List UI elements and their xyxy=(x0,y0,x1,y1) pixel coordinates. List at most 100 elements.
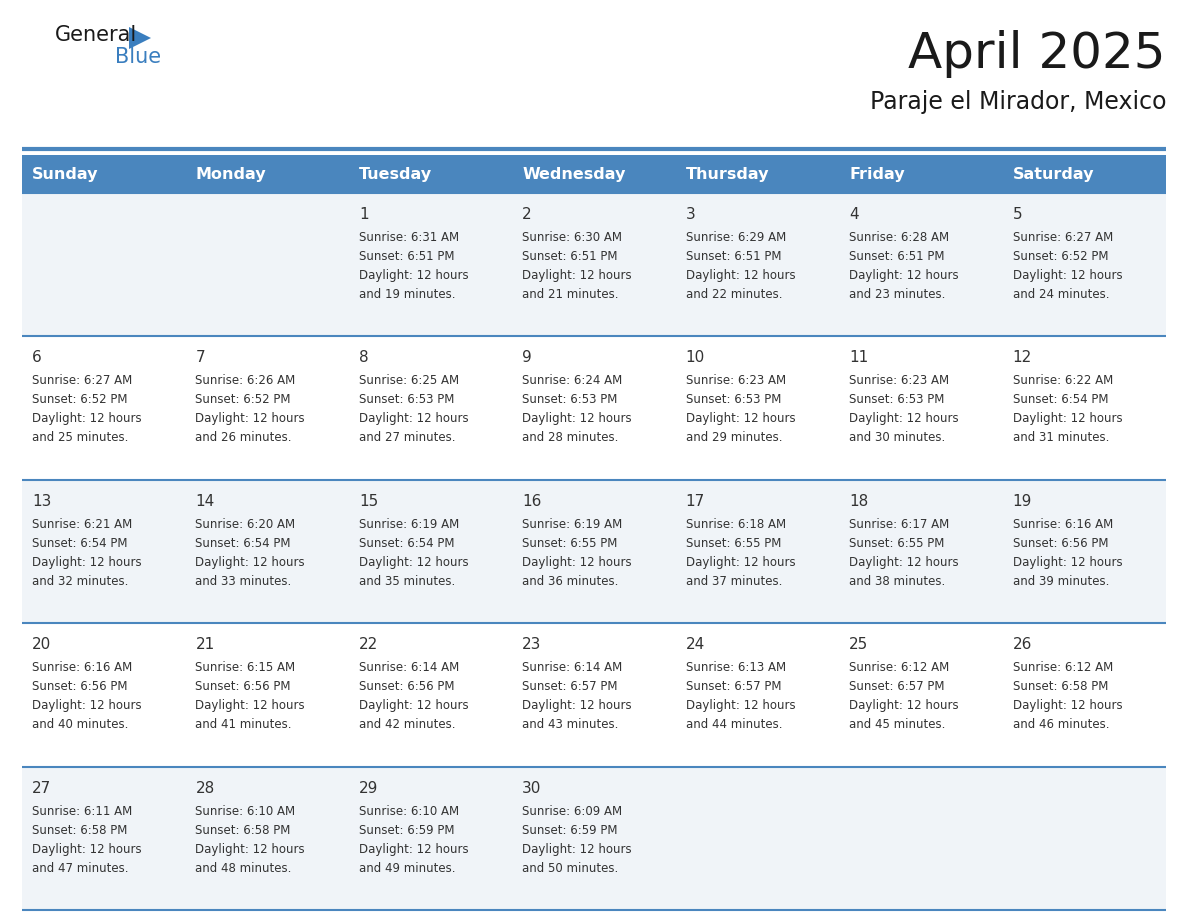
Text: 2: 2 xyxy=(523,207,532,222)
Text: 6: 6 xyxy=(32,351,42,365)
Text: and 33 minutes.: and 33 minutes. xyxy=(196,575,292,588)
Text: and 24 minutes.: and 24 minutes. xyxy=(1012,288,1110,301)
Text: Sunrise: 6:26 AM: Sunrise: 6:26 AM xyxy=(196,375,296,387)
Text: Sunset: 6:51 PM: Sunset: 6:51 PM xyxy=(359,250,454,263)
Text: Sunrise: 6:15 AM: Sunrise: 6:15 AM xyxy=(196,661,296,674)
Text: Sunset: 6:58 PM: Sunset: 6:58 PM xyxy=(1012,680,1108,693)
Text: and 35 minutes.: and 35 minutes. xyxy=(359,575,455,588)
Text: Friday: Friday xyxy=(849,166,905,182)
Text: Sunset: 6:56 PM: Sunset: 6:56 PM xyxy=(359,680,454,693)
Text: Daylight: 12 hours: Daylight: 12 hours xyxy=(359,700,468,712)
Text: 28: 28 xyxy=(196,780,215,796)
Text: Sunset: 6:52 PM: Sunset: 6:52 PM xyxy=(196,394,291,407)
Text: and 38 minutes.: and 38 minutes. xyxy=(849,575,946,588)
Text: Daylight: 12 hours: Daylight: 12 hours xyxy=(849,269,959,282)
Text: Sunset: 6:52 PM: Sunset: 6:52 PM xyxy=(32,394,127,407)
Text: Sunrise: 6:18 AM: Sunrise: 6:18 AM xyxy=(685,518,785,531)
Text: Blue: Blue xyxy=(115,47,162,67)
Bar xyxy=(23,193,1165,336)
Text: and 42 minutes.: and 42 minutes. xyxy=(359,718,455,732)
Text: Sunrise: 6:12 AM: Sunrise: 6:12 AM xyxy=(1012,661,1113,674)
Text: and 26 minutes.: and 26 minutes. xyxy=(196,431,292,444)
Text: Sunset: 6:58 PM: Sunset: 6:58 PM xyxy=(32,823,127,836)
Text: Sunset: 6:53 PM: Sunset: 6:53 PM xyxy=(685,394,781,407)
Text: and 29 minutes.: and 29 minutes. xyxy=(685,431,782,444)
Text: 21: 21 xyxy=(196,637,215,652)
Text: Sunrise: 6:28 AM: Sunrise: 6:28 AM xyxy=(849,231,949,244)
Text: Daylight: 12 hours: Daylight: 12 hours xyxy=(849,412,959,425)
Text: Sunrise: 6:14 AM: Sunrise: 6:14 AM xyxy=(523,661,623,674)
Bar xyxy=(23,480,1165,623)
Text: Sunset: 6:53 PM: Sunset: 6:53 PM xyxy=(523,394,618,407)
Text: Daylight: 12 hours: Daylight: 12 hours xyxy=(1012,269,1123,282)
Text: Sunrise: 6:10 AM: Sunrise: 6:10 AM xyxy=(196,804,296,818)
Text: and 21 minutes.: and 21 minutes. xyxy=(523,288,619,301)
Text: 4: 4 xyxy=(849,207,859,222)
Bar xyxy=(23,336,1165,480)
Text: Daylight: 12 hours: Daylight: 12 hours xyxy=(32,700,141,712)
Text: and 45 minutes.: and 45 minutes. xyxy=(849,718,946,732)
Text: Sunset: 6:51 PM: Sunset: 6:51 PM xyxy=(849,250,944,263)
Text: and 25 minutes.: and 25 minutes. xyxy=(32,431,128,444)
Text: 29: 29 xyxy=(359,780,378,796)
Text: and 23 minutes.: and 23 minutes. xyxy=(849,288,946,301)
Text: and 40 minutes.: and 40 minutes. xyxy=(32,718,128,732)
Text: 16: 16 xyxy=(523,494,542,509)
Text: Sunrise: 6:23 AM: Sunrise: 6:23 AM xyxy=(685,375,785,387)
Text: and 27 minutes.: and 27 minutes. xyxy=(359,431,455,444)
Text: Daylight: 12 hours: Daylight: 12 hours xyxy=(523,412,632,425)
Text: Sunset: 6:59 PM: Sunset: 6:59 PM xyxy=(359,823,454,836)
Text: and 41 minutes.: and 41 minutes. xyxy=(196,718,292,732)
Text: 20: 20 xyxy=(32,637,51,652)
Text: 15: 15 xyxy=(359,494,378,509)
Text: Sunset: 6:55 PM: Sunset: 6:55 PM xyxy=(685,537,781,550)
Text: and 19 minutes.: and 19 minutes. xyxy=(359,288,455,301)
Text: and 43 minutes.: and 43 minutes. xyxy=(523,718,619,732)
Text: Sunset: 6:54 PM: Sunset: 6:54 PM xyxy=(32,537,127,550)
Text: Daylight: 12 hours: Daylight: 12 hours xyxy=(685,555,795,569)
Text: and 49 minutes.: and 49 minutes. xyxy=(359,862,455,875)
Text: Sunrise: 6:14 AM: Sunrise: 6:14 AM xyxy=(359,661,459,674)
Text: Sunrise: 6:19 AM: Sunrise: 6:19 AM xyxy=(359,518,459,531)
Bar xyxy=(23,623,1165,767)
Text: Daylight: 12 hours: Daylight: 12 hours xyxy=(32,412,141,425)
Text: Daylight: 12 hours: Daylight: 12 hours xyxy=(685,700,795,712)
Text: 25: 25 xyxy=(849,637,868,652)
Text: and 22 minutes.: and 22 minutes. xyxy=(685,288,782,301)
Text: Sunrise: 6:21 AM: Sunrise: 6:21 AM xyxy=(32,518,132,531)
Text: 13: 13 xyxy=(32,494,51,509)
Text: Sunset: 6:54 PM: Sunset: 6:54 PM xyxy=(1012,394,1108,407)
Text: Sunrise: 6:12 AM: Sunrise: 6:12 AM xyxy=(849,661,949,674)
Text: and 36 minutes.: and 36 minutes. xyxy=(523,575,619,588)
Text: 1: 1 xyxy=(359,207,368,222)
Text: Daylight: 12 hours: Daylight: 12 hours xyxy=(685,412,795,425)
Text: Daylight: 12 hours: Daylight: 12 hours xyxy=(523,843,632,856)
Text: and 47 minutes.: and 47 minutes. xyxy=(32,862,128,875)
Text: Sunset: 6:57 PM: Sunset: 6:57 PM xyxy=(849,680,944,693)
Text: Monday: Monday xyxy=(196,166,266,182)
Text: Sunrise: 6:20 AM: Sunrise: 6:20 AM xyxy=(196,518,296,531)
Text: Wednesday: Wednesday xyxy=(523,166,626,182)
Text: Sunrise: 6:22 AM: Sunrise: 6:22 AM xyxy=(1012,375,1113,387)
Text: General: General xyxy=(55,25,138,45)
Text: Sunset: 6:56 PM: Sunset: 6:56 PM xyxy=(32,680,127,693)
Text: 24: 24 xyxy=(685,637,704,652)
Text: Sunset: 6:51 PM: Sunset: 6:51 PM xyxy=(523,250,618,263)
Text: April 2025: April 2025 xyxy=(909,30,1165,78)
Text: Daylight: 12 hours: Daylight: 12 hours xyxy=(359,555,468,569)
Text: Sunrise: 6:27 AM: Sunrise: 6:27 AM xyxy=(32,375,132,387)
Text: 26: 26 xyxy=(1012,637,1032,652)
Text: Daylight: 12 hours: Daylight: 12 hours xyxy=(359,269,468,282)
Text: 17: 17 xyxy=(685,494,704,509)
Text: Sunset: 6:52 PM: Sunset: 6:52 PM xyxy=(1012,250,1108,263)
Text: Sunset: 6:57 PM: Sunset: 6:57 PM xyxy=(685,680,782,693)
Text: Sunset: 6:54 PM: Sunset: 6:54 PM xyxy=(196,537,291,550)
Text: Sunset: 6:56 PM: Sunset: 6:56 PM xyxy=(1012,537,1108,550)
Text: Daylight: 12 hours: Daylight: 12 hours xyxy=(523,269,632,282)
Text: Sunrise: 6:19 AM: Sunrise: 6:19 AM xyxy=(523,518,623,531)
Text: Sunset: 6:55 PM: Sunset: 6:55 PM xyxy=(849,537,944,550)
Text: Sunrise: 6:10 AM: Sunrise: 6:10 AM xyxy=(359,804,459,818)
Text: Daylight: 12 hours: Daylight: 12 hours xyxy=(196,843,305,856)
Text: and 44 minutes.: and 44 minutes. xyxy=(685,718,782,732)
Text: Sunset: 6:58 PM: Sunset: 6:58 PM xyxy=(196,823,291,836)
